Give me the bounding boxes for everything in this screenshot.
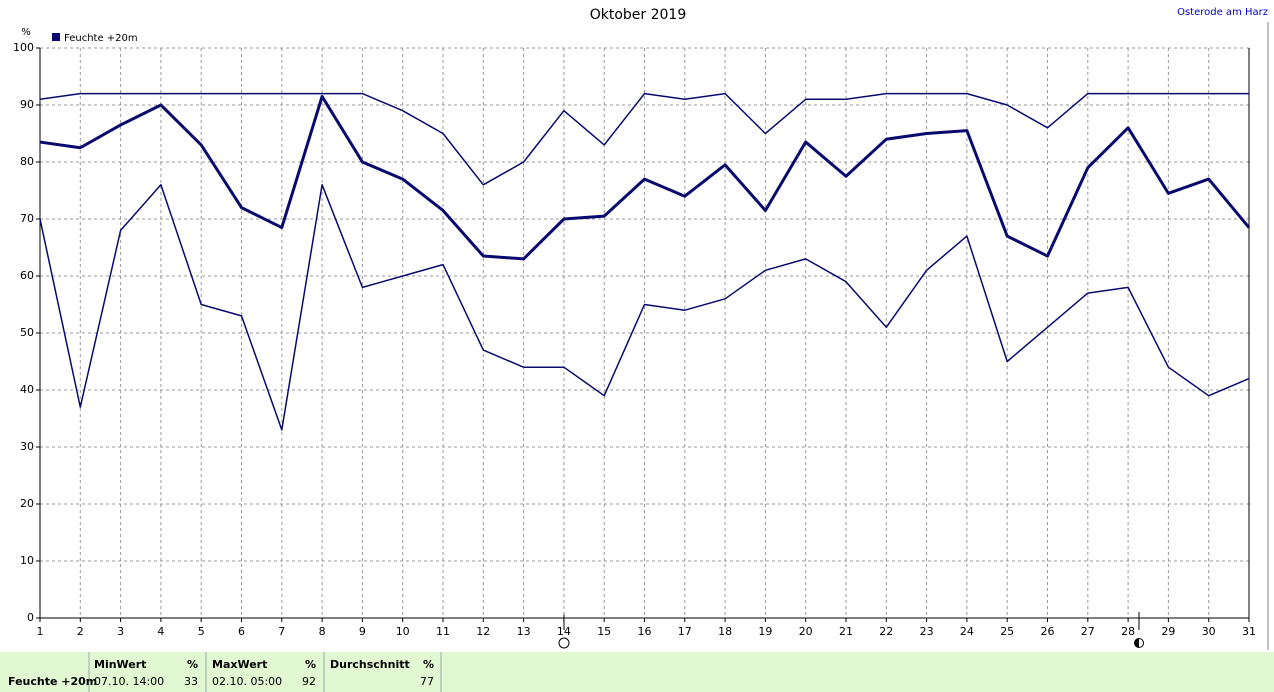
y-tick-label: 60 xyxy=(20,269,34,282)
x-tick-label: 17 xyxy=(678,625,692,638)
footer-time: 02.10. 05:00 xyxy=(212,675,282,688)
x-tick-label: 15 xyxy=(597,625,611,638)
x-tick-label: 12 xyxy=(476,625,490,638)
series-line xyxy=(39,92,1249,186)
location: Osterode am Harz xyxy=(1177,7,1268,18)
x-tick-label: 13 xyxy=(517,625,531,638)
x-tick-label: 16 xyxy=(638,625,652,638)
footer-row-label: Feuchte +20m xyxy=(8,675,97,688)
footer-value: 33 xyxy=(184,675,198,688)
x-tick-label: 10 xyxy=(396,625,410,638)
x-tick-label: 24 xyxy=(960,625,974,638)
x-tick-label: 3 xyxy=(117,625,124,638)
x-tick-label: 21 xyxy=(839,625,853,638)
series-line xyxy=(39,94,1251,261)
legend-swatch xyxy=(52,33,60,41)
x-tick-label: 6 xyxy=(238,625,245,638)
y-tick-label: 50 xyxy=(20,326,34,339)
x-tick-label: 29 xyxy=(1161,625,1175,638)
x-tick-label: 18 xyxy=(718,625,732,638)
x-tick-label: 2 xyxy=(77,625,84,638)
footer-separators xyxy=(88,652,442,692)
x-tick-label: 14 xyxy=(557,625,571,638)
x-tick-label: 25 xyxy=(1000,625,1014,638)
y-tick-label: 90 xyxy=(20,98,34,111)
footer-unit: % xyxy=(305,658,316,671)
footer-unit: % xyxy=(187,658,198,671)
y-tick-label: 70 xyxy=(20,212,34,225)
legend-label: Feuchte +20m xyxy=(64,33,138,44)
y-tick-label: 20 xyxy=(20,497,34,510)
x-tick-label: 1 xyxy=(37,625,44,638)
y-tick-label: 10 xyxy=(20,554,34,567)
x-tick-label: 26 xyxy=(1041,625,1055,638)
y-tick-label: 100 xyxy=(13,41,34,54)
x-tick-label: 8 xyxy=(319,625,326,638)
x-tick-label: 23 xyxy=(920,625,934,638)
x-tick-label: 22 xyxy=(879,625,893,638)
x-tick-label: 7 xyxy=(278,625,285,638)
x-tick-label: 11 xyxy=(436,625,450,638)
x-tick-label: 9 xyxy=(359,625,366,638)
series-line xyxy=(39,184,1250,431)
footer-value: 77 xyxy=(420,675,434,688)
x-tick-label: 19 xyxy=(758,625,772,638)
footer-header: MaxWert xyxy=(212,658,267,671)
full-moon-icon xyxy=(558,637,570,649)
footer-value: 92 xyxy=(302,675,316,688)
chart-title: Oktober 2019 xyxy=(590,7,687,23)
footer-header: MinWert xyxy=(94,658,146,671)
x-tick-label: 31 xyxy=(1242,625,1256,638)
y-tick-label: 0 xyxy=(27,611,34,624)
x-tick-label: 5 xyxy=(198,625,205,638)
y-unit: % xyxy=(21,27,31,38)
footer-unit: % xyxy=(423,658,434,671)
y-tick-label: 80 xyxy=(20,155,34,168)
footer-bg xyxy=(0,652,1274,692)
x-tick-label: 30 xyxy=(1202,625,1216,638)
x-tick-label: 27 xyxy=(1081,625,1095,638)
x-tick-label: 20 xyxy=(799,625,813,638)
x-tick-label: 28 xyxy=(1121,625,1135,638)
footer-time: 07.10. 14:00 xyxy=(94,675,164,688)
x-tick-label: 4 xyxy=(157,625,164,638)
y-tick-label: 40 xyxy=(20,383,34,396)
footer-header: Durchschnitt xyxy=(330,658,410,671)
y-tick-label: 30 xyxy=(20,440,34,453)
new-moon-shade xyxy=(1134,638,1139,648)
